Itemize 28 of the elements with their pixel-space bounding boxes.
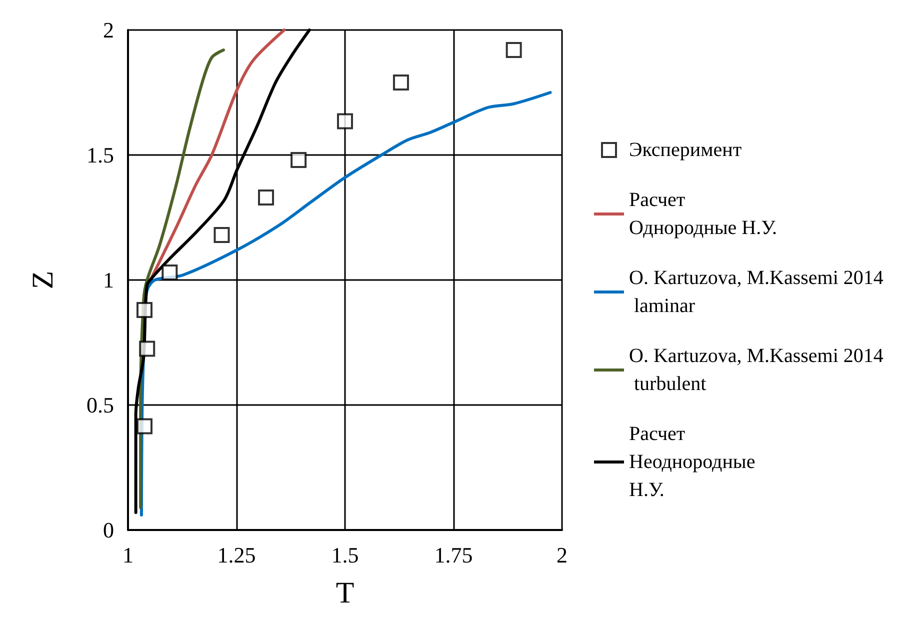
point [337, 113, 353, 130]
y-axis-title: Z [26, 270, 60, 290]
point [162, 264, 178, 280]
point [290, 152, 307, 168]
legend-label: O. Kartuzova, M.Kassemi 2014 turbulent [629, 345, 884, 395]
y-tick-label: 1.5 [86, 142, 114, 168]
x-tick-label: 1 [122, 542, 134, 568]
point [506, 42, 522, 58]
x-tick-label: 1.25 [217, 542, 256, 568]
legend-label: O. Kartuzova, M.Kassemi 2014 laminar [629, 267, 884, 317]
y-tick-label: 1 [103, 268, 114, 292]
point [136, 418, 152, 434]
point [214, 227, 230, 243]
y-tick-label: 2 [103, 18, 114, 42]
point [136, 302, 152, 318]
y-tick-label: 0.5 [86, 392, 114, 418]
x-tick-label: 1.5 [331, 542, 359, 568]
legend-label: Эксперимент [629, 139, 742, 161]
legend-label: Расчет Неоднородные Н.У. [629, 423, 760, 501]
point [139, 340, 156, 357]
point [392, 74, 409, 90]
point [258, 190, 274, 206]
legend-label: Расчет Однородные Н.У. [629, 189, 778, 239]
line-series [139, 48, 225, 509]
x-tick-label: 2 [556, 542, 568, 568]
x-axis-title: T [336, 576, 354, 610]
x-tick-label: 1.75 [434, 542, 473, 568]
y-tick-label: 0 [103, 518, 114, 542]
